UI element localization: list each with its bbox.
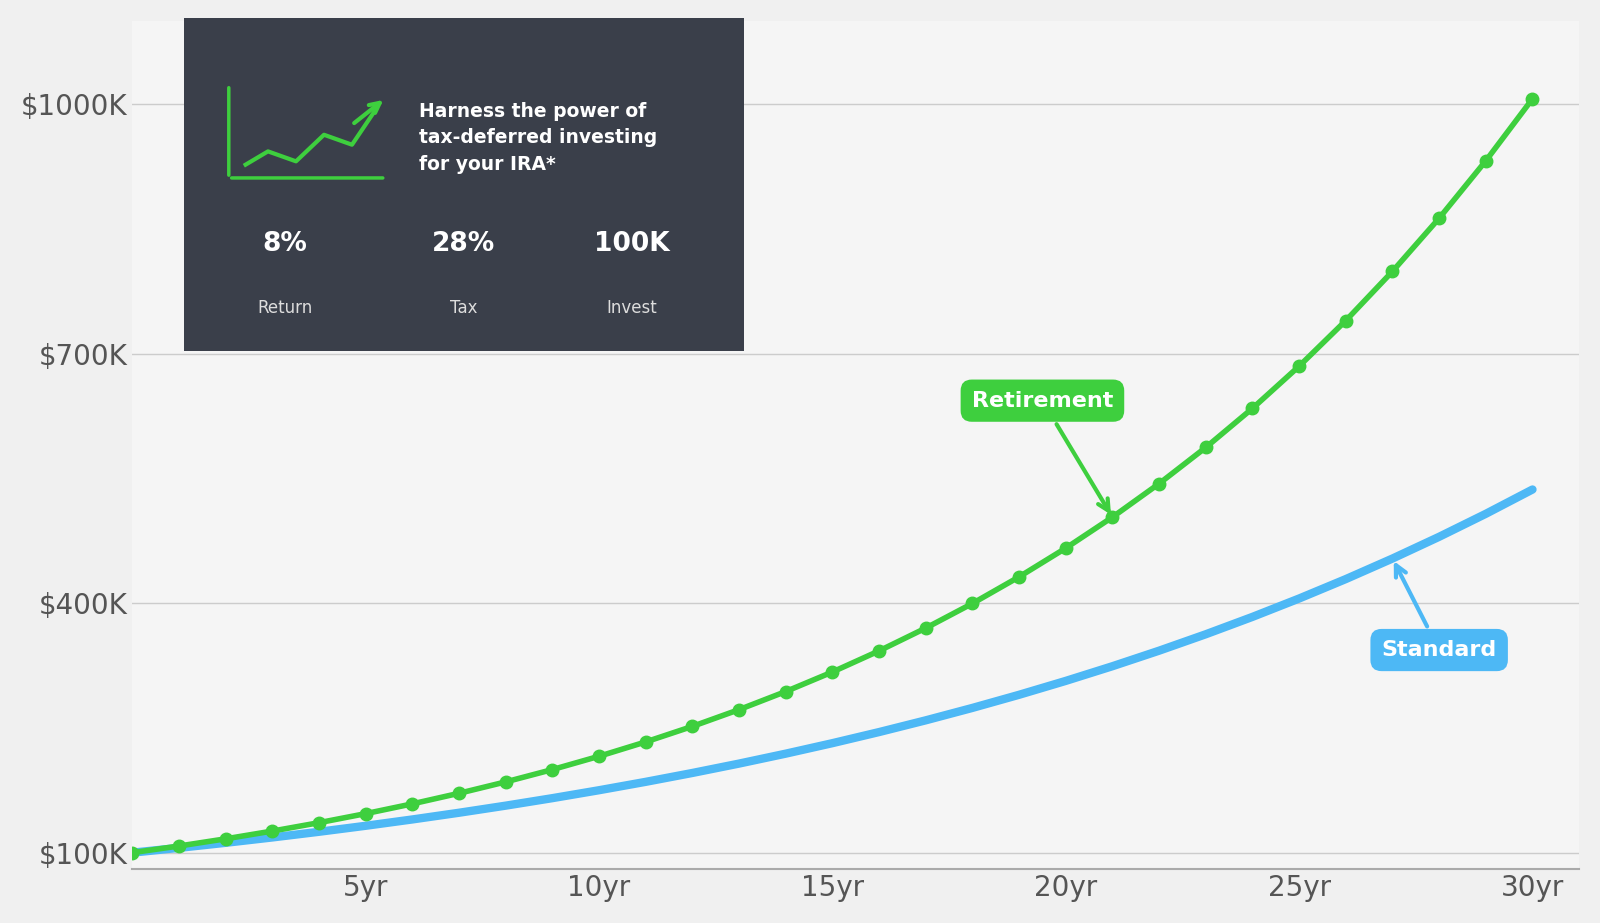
FancyBboxPatch shape xyxy=(173,12,755,357)
Text: Tax: Tax xyxy=(450,298,478,317)
Text: 8%: 8% xyxy=(262,232,307,258)
Text: Retirement: Retirement xyxy=(971,390,1114,510)
Text: Harness the power of
tax-deferred investing
for your IRA*: Harness the power of tax-deferred invest… xyxy=(419,102,658,174)
Text: Standard: Standard xyxy=(1381,565,1496,660)
Text: Invest: Invest xyxy=(606,298,658,317)
Text: Return: Return xyxy=(258,298,312,317)
Text: 28%: 28% xyxy=(432,232,496,258)
Text: 100K: 100K xyxy=(594,232,670,258)
